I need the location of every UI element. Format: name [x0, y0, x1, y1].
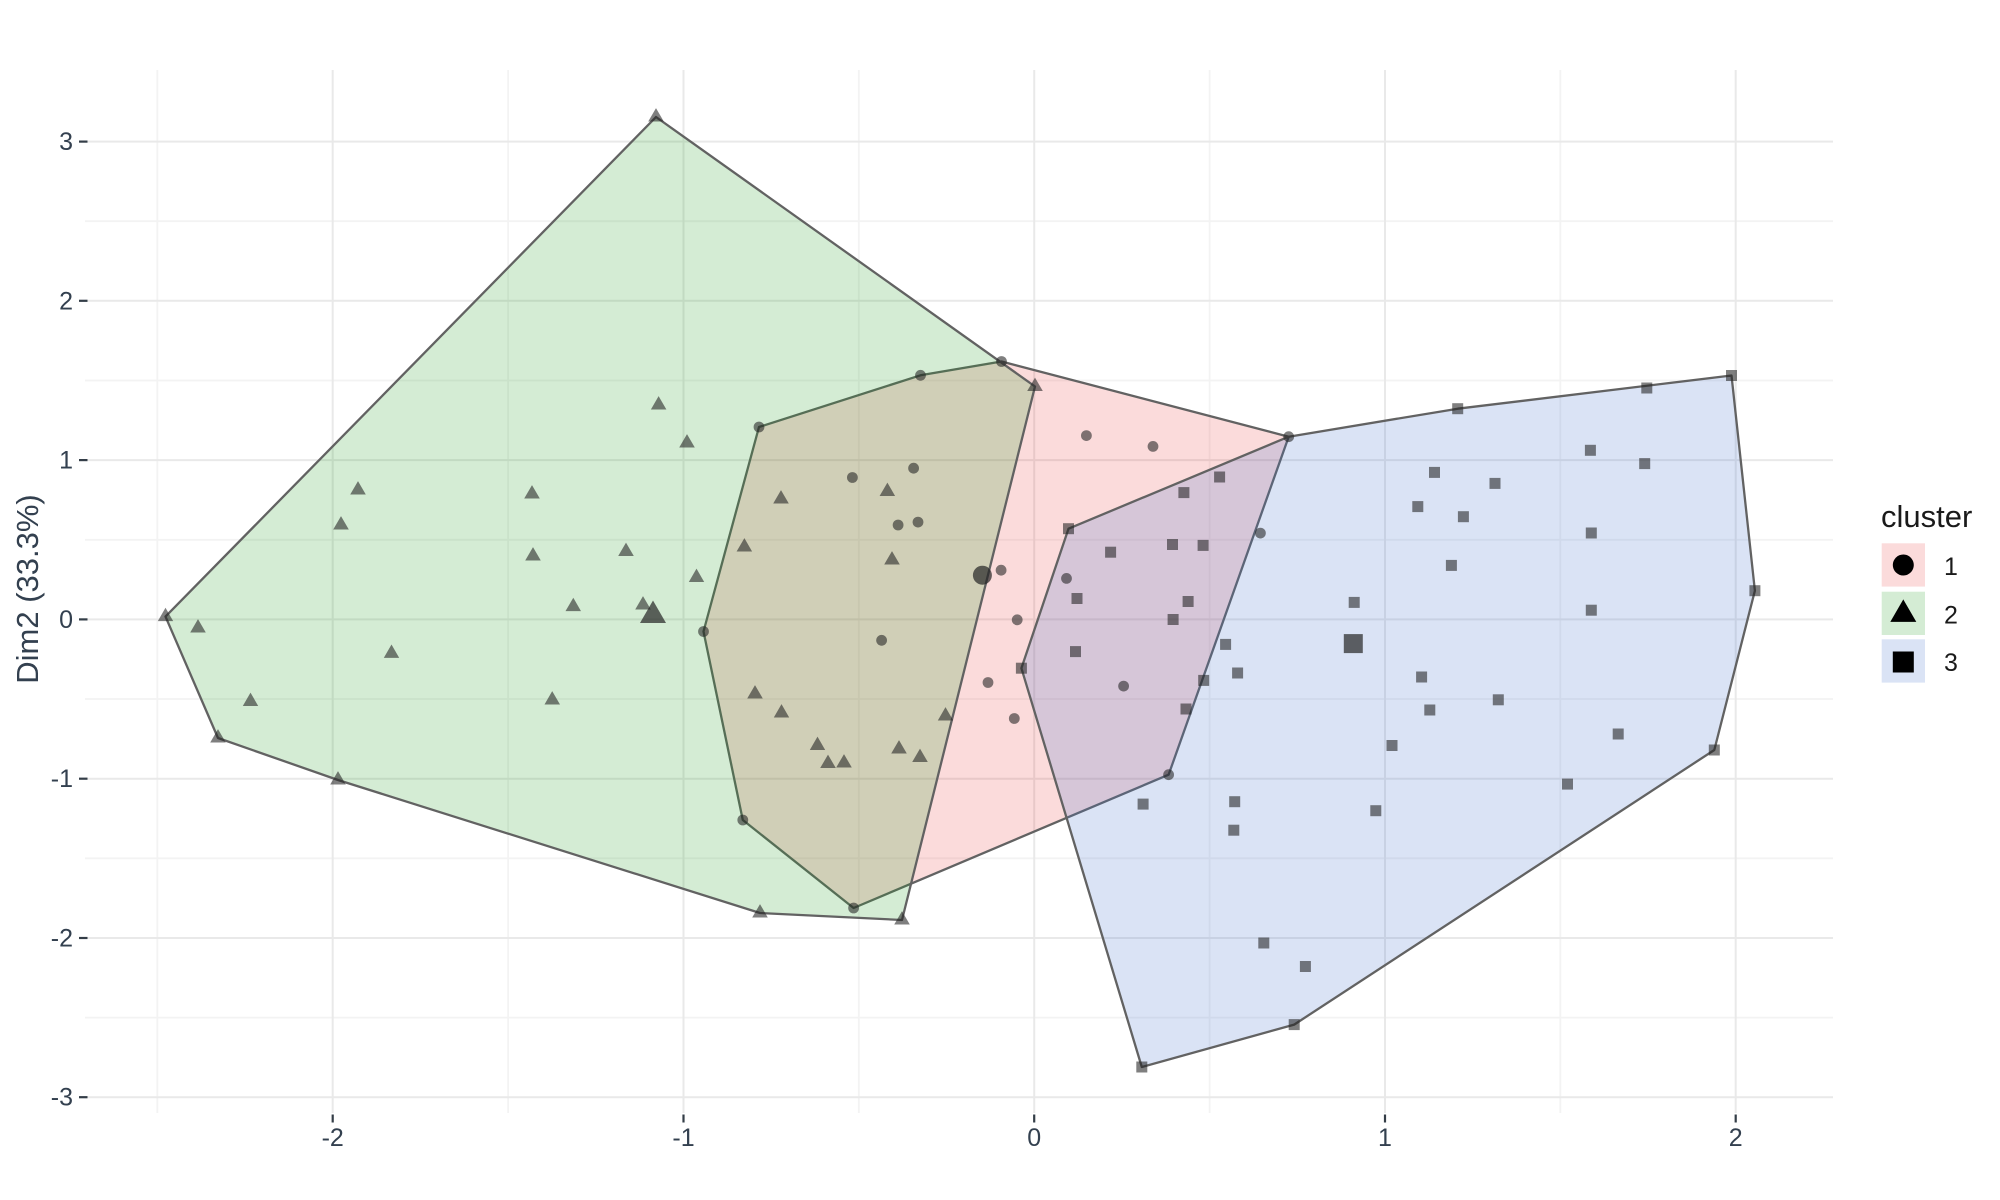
svg-text:-1: -1 [51, 765, 73, 793]
svg-text:-2: -2 [51, 925, 73, 953]
svg-text:Dim2 (33.3%): Dim2 (33.3%) [10, 494, 45, 684]
svg-text:1: 1 [1944, 553, 1958, 581]
svg-text:1: 1 [59, 447, 73, 475]
svg-text:0: 0 [59, 606, 73, 634]
svg-text:-1: -1 [672, 1124, 694, 1152]
svg-text:3: 3 [1944, 649, 1958, 677]
svg-text:-3: -3 [51, 1084, 73, 1112]
svg-text:2: 2 [59, 287, 73, 315]
svg-text:2: 2 [1729, 1124, 1743, 1152]
svg-text:1: 1 [1378, 1124, 1392, 1152]
svg-text:cluster: cluster [1881, 499, 1972, 534]
svg-text:-2: -2 [322, 1124, 344, 1152]
svg-text:0: 0 [1027, 1124, 1041, 1152]
svg-text:3: 3 [59, 128, 73, 156]
svg-text:2: 2 [1944, 601, 1958, 629]
